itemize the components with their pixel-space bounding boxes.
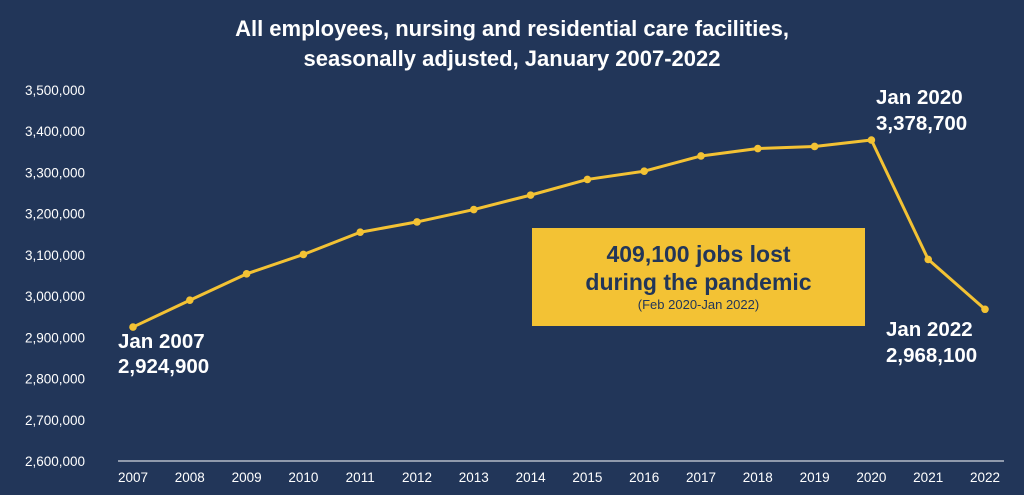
y-tick-label: 3,400,000: [25, 124, 85, 139]
y-tick-label: 2,900,000: [25, 330, 85, 345]
data-point: [470, 205, 478, 214]
callout-line-2: during the pandemic: [585, 269, 812, 295]
y-tick-label: 2,700,000: [25, 413, 85, 428]
callout-subtext: (Feb 2020-Jan 2022): [637, 297, 760, 312]
x-tick-label: 2008: [175, 470, 205, 485]
x-tick-label: 2013: [459, 470, 489, 485]
data-point: [981, 305, 989, 314]
start-label-date: Jan 2007: [118, 330, 205, 353]
x-tick-label: 2021: [913, 470, 943, 485]
peak-label-value: 3,378,700: [876, 112, 967, 135]
data-point: [583, 175, 592, 184]
data-point: [186, 296, 194, 305]
data-point: [867, 136, 876, 144]
start-label-value: 2,924,900: [118, 355, 209, 378]
x-tick-label: 2017: [686, 470, 716, 485]
x-tick-label: 2010: [288, 470, 318, 485]
x-tick-label: 2018: [743, 470, 773, 485]
data-point: [299, 250, 308, 259]
y-tick-label: 3,300,000: [25, 165, 85, 180]
y-tick-label: 2,600,000: [25, 454, 85, 469]
y-tick-label: 3,500,000: [25, 83, 85, 98]
end-label-date: Jan 2022: [886, 318, 973, 341]
data-point: [242, 270, 251, 278]
y-tick-label: 3,200,000: [25, 207, 85, 222]
y-axis-ticks: 2,600,000 2,700,000 2,800,000 2,900,000 3,00…: [25, 83, 85, 469]
chart-title-line-1: All employees, nursing and residential c…: [235, 16, 789, 41]
data-point: [526, 191, 535, 199]
data-point: [413, 218, 421, 226]
y-tick-label: 3,100,000: [25, 248, 85, 263]
series-line: [132, 138, 986, 329]
x-tick-label: 2020: [856, 470, 886, 485]
data-point: [356, 228, 365, 237]
y-tick-label: 2,800,000: [25, 372, 85, 387]
data-point: [754, 144, 762, 153]
y-tick-label: 3,000,000: [25, 289, 85, 304]
x-tick-label: 2015: [572, 470, 602, 485]
data-point: [129, 323, 137, 331]
data-series: [129, 136, 989, 331]
callout-line-1: 409,100 jobs lost: [606, 241, 791, 267]
callout-box: 409,100 jobs lost during the pandemic (F…: [532, 228, 865, 326]
x-tick-label: 2011: [346, 470, 375, 485]
x-tick-label: 2007: [118, 470, 148, 485]
x-tick-label: 2019: [800, 470, 830, 485]
data-point: [697, 152, 705, 160]
x-tick-label: 2022: [970, 470, 1000, 485]
x-tick-label: 2014: [516, 470, 547, 485]
peak-label-date: Jan 2020: [876, 86, 963, 109]
end-label-value: 2,968,100: [886, 344, 977, 367]
x-tick-label: 2009: [232, 470, 262, 485]
data-point: [810, 142, 819, 151]
x-tick-label: 2012: [402, 470, 432, 485]
data-point: [924, 255, 932, 264]
x-axis-ticks: 2007 2008 2009 2010 2011 2012 2013 2014 2015 2016…: [118, 470, 1000, 485]
data-point: [640, 167, 648, 176]
x-tick-label: 2016: [629, 470, 659, 485]
chart-title-line-2: seasonally adjusted, January 2007-2022: [303, 46, 720, 71]
